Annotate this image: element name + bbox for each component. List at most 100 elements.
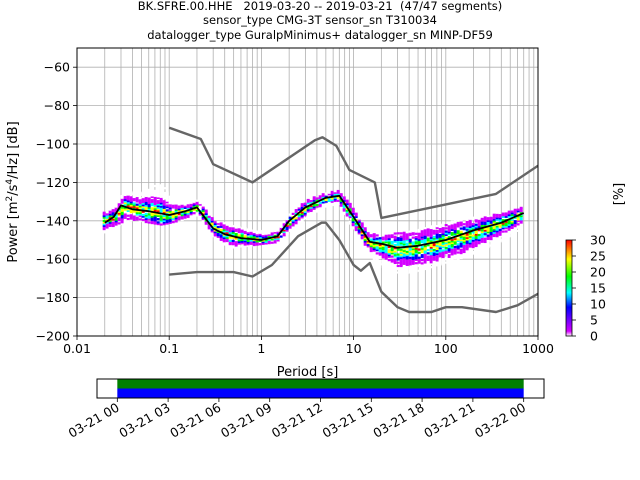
density-cell (240, 240, 244, 243)
density-cell (444, 240, 448, 243)
density-cell (351, 224, 355, 227)
density-cell (342, 204, 346, 207)
density-cell (399, 263, 403, 266)
density-cell (462, 218, 466, 221)
density-cell (300, 219, 304, 222)
density-cell (435, 226, 439, 229)
density-cell (384, 257, 388, 260)
x-tick-label: 100 (434, 341, 458, 356)
density-cell (297, 205, 301, 208)
density-cell (411, 262, 415, 265)
density-cell (453, 226, 457, 229)
density-cell (102, 221, 106, 224)
density-cell (225, 236, 229, 239)
density-cell (123, 221, 127, 224)
density-cell (378, 240, 382, 243)
density-cell (393, 250, 397, 253)
density-cell (432, 229, 436, 232)
density-cell (396, 232, 400, 235)
density-cell (480, 225, 484, 229)
density-cell (375, 255, 379, 258)
density-cell (120, 214, 124, 217)
density-cell (498, 235, 502, 238)
density-cell (465, 246, 469, 249)
density-cell (231, 225, 235, 228)
density-cell (180, 218, 184, 222)
density-cell (186, 204, 190, 207)
density-cell (453, 239, 457, 242)
density-cell (381, 252, 385, 256)
density-cell (420, 236, 424, 239)
density-cell (168, 198, 172, 202)
density-cell (477, 215, 481, 219)
density-cell (510, 213, 514, 216)
density-cell (471, 242, 475, 245)
density-cell (429, 266, 433, 269)
density-cell (213, 237, 217, 240)
density-cell (396, 261, 400, 264)
density-cell (372, 242, 376, 246)
colorbar-tick-label: 0 (590, 329, 598, 344)
density-cell (456, 243, 460, 246)
density-cell (318, 196, 322, 200)
density-cell (252, 230, 256, 234)
density-cell (144, 193, 148, 196)
density-cell (513, 228, 517, 231)
density-cell (402, 262, 406, 265)
density-cell (216, 240, 220, 243)
density-cell (156, 206, 160, 209)
density-cell (468, 243, 472, 246)
density-cell (168, 211, 172, 215)
density-cell (357, 222, 361, 225)
density-cell (297, 216, 301, 219)
density-cell (321, 193, 325, 196)
density-cell (105, 229, 109, 232)
density-cell (462, 254, 466, 257)
density-cell (495, 215, 499, 218)
density-cell (144, 216, 148, 219)
y-tick-label: −200 (36, 329, 70, 344)
density-cell (324, 200, 328, 203)
density-cell (414, 249, 418, 252)
density-cell (270, 235, 274, 238)
density-cell (345, 214, 349, 217)
density-cell (273, 231, 277, 234)
density-cell (351, 209, 355, 212)
density-cell (447, 242, 451, 245)
density-cell (300, 216, 304, 219)
density-cell (150, 192, 154, 195)
density-cell (426, 231, 430, 234)
density-cell (483, 237, 487, 240)
density-cell (126, 193, 130, 196)
density-cell (168, 195, 172, 198)
density-cell (510, 226, 514, 230)
density-cell (399, 251, 403, 255)
density-cell (441, 223, 445, 226)
density-cell (396, 255, 400, 258)
density-cell (450, 249, 454, 253)
density-cell (450, 258, 454, 261)
density-cell (450, 225, 454, 228)
density-cell (450, 232, 454, 235)
density-cell (447, 232, 451, 236)
density-cell (375, 244, 379, 247)
density-cell (255, 232, 259, 235)
density-cell (426, 262, 430, 265)
density-cell (192, 213, 196, 216)
density-cell (189, 214, 193, 217)
density-cell (258, 243, 262, 246)
density-cell (246, 231, 250, 234)
density-cell (348, 215, 352, 219)
density-cell (225, 235, 229, 238)
density-cell (225, 226, 229, 230)
density-cell (510, 231, 514, 234)
y-label-sup-1: 2 (5, 196, 15, 202)
density-cell (267, 232, 271, 235)
y-tick-label: −80 (44, 98, 70, 113)
density-cell (234, 246, 238, 249)
density-cell (435, 256, 439, 259)
density-cell (114, 216, 118, 220)
density-cell (384, 237, 388, 241)
density-cell (237, 226, 241, 229)
